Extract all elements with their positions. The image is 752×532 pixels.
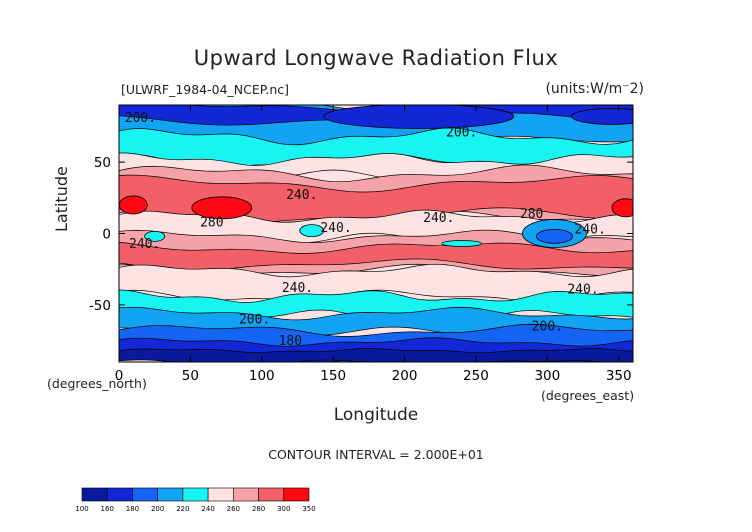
- colorbar-level-label: 180: [126, 505, 139, 513]
- colorbar-level-label: 300: [277, 505, 290, 513]
- colorbar-swatch: [132, 487, 158, 502]
- contour-labels: 200. 200. 240. 280 240. 240. 240. 280 240. 240. 24…: [125, 111, 606, 349]
- colorbar-level-label: 160: [101, 505, 114, 513]
- contour-label: 240.: [567, 282, 598, 297]
- sahara-high-region: [119, 195, 148, 215]
- colorbar-swatch: [207, 487, 234, 502]
- x-axis-label: Longitude: [333, 405, 419, 425]
- contour-label: 240.: [320, 221, 351, 236]
- y-units-label: (degrees_north): [47, 376, 147, 391]
- colorbar-level-label: 350: [302, 505, 315, 513]
- contour-label: 200.: [125, 111, 156, 126]
- colorbar-level-label: 220: [176, 505, 189, 513]
- arctic-low-region: [571, 108, 633, 125]
- contour-label: 240.: [286, 188, 317, 203]
- sahara-high-region: [611, 198, 633, 218]
- x-units-label: (degrees_east): [541, 388, 635, 403]
- contour-label: 240.: [129, 237, 160, 252]
- colorbar-level-label: 240: [201, 505, 214, 513]
- x-tick-label: 300: [534, 368, 560, 384]
- units-label: (units:W/m⁻2): [545, 81, 644, 97]
- chart-title: Upward Longwave Radiation Flux: [193, 46, 559, 70]
- colorbar: 100 160 180 200 220 240 260 280 300 350: [75, 487, 316, 513]
- x-tick-label: 50: [182, 368, 199, 384]
- dataset-filename: [ULWRF_1984-04_NCEP.nc]: [121, 82, 290, 97]
- contour-label: 240.: [575, 223, 606, 238]
- colorbar-level-label: 260: [227, 505, 240, 513]
- colorbar-swatch: [106, 487, 133, 502]
- contour-label: 240.: [282, 281, 313, 296]
- maritime-low-region: [299, 224, 325, 238]
- colorbar-level-label: 100: [75, 505, 88, 513]
- x-tick-label: 200: [392, 368, 418, 384]
- contour-bands: [119, 105, 633, 362]
- contour-band: [119, 241, 633, 272]
- colorbar-swatch: [258, 487, 285, 502]
- arctic-low-region: [323, 105, 515, 129]
- colorbar-swatch: [182, 487, 209, 502]
- itcz-region: [441, 240, 483, 247]
- contour-label: 180: [279, 334, 302, 349]
- x-tick-label: 250: [463, 368, 489, 384]
- x-tick-label: 0: [115, 368, 124, 384]
- contour-interval: CONTOUR INTERVAL = 2.000E+01: [268, 447, 484, 462]
- colorbar-swatch: [283, 487, 310, 502]
- contour-label: 200.: [532, 320, 563, 335]
- colorbar-swatch: [157, 487, 184, 502]
- y-tick-label: 0: [102, 227, 111, 243]
- y-tick-label: -50: [89, 298, 111, 314]
- amazon-core-region: [536, 228, 573, 244]
- colorbar-swatch: [233, 487, 259, 502]
- contour-label: 200.: [446, 125, 477, 140]
- africa-low-region: [144, 230, 166, 242]
- contour-label: 280: [520, 207, 543, 222]
- colorbar-swatch: [81, 487, 108, 502]
- contour-label: 280: [200, 215, 223, 230]
- axis-ticks: 0 50 100 150 200 250 300 350 -50 0 50: [89, 105, 633, 384]
- colorbar-level-label: 280: [252, 505, 265, 513]
- contour-label: 200.: [239, 312, 270, 327]
- colorbar-level-label: 200: [151, 505, 164, 513]
- sahara-high-region: [191, 196, 253, 220]
- x-tick-label: 350: [606, 368, 632, 384]
- contour-band: [119, 348, 633, 362]
- x-tick-label: 150: [320, 368, 346, 384]
- contour-features: [119, 105, 633, 248]
- contour-label: 240.: [423, 211, 454, 226]
- y-tick-label: 50: [94, 155, 111, 171]
- x-tick-label: 100: [249, 368, 275, 384]
